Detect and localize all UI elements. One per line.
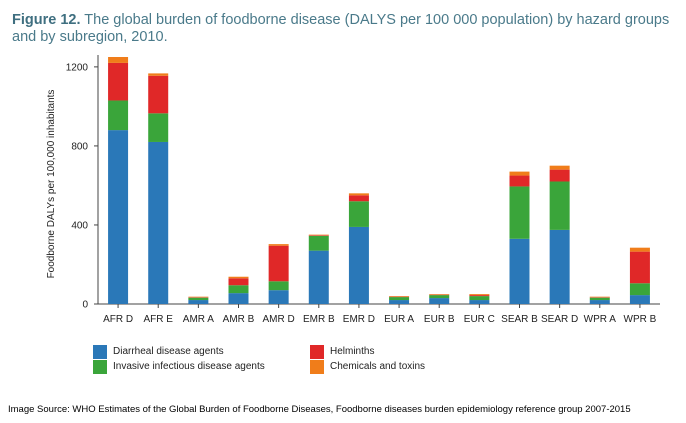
bar-segment-diarrheal	[308, 250, 329, 304]
x-tick-label: SEAR B	[501, 314, 538, 325]
bar-segment-chemicals	[268, 244, 289, 246]
chart-title: Figure 12. The global burden of foodborn…	[12, 12, 672, 46]
x-tick-label: EMR D	[343, 314, 375, 325]
bar-segment-chemicals	[348, 193, 369, 196]
legend-swatch-diarrheal	[93, 345, 107, 359]
bar-segment-diarrheal	[469, 300, 490, 304]
bar-segment-invasive	[549, 181, 570, 230]
bar-segment-chemicals	[389, 296, 410, 297]
bar-segment-diarrheal	[108, 130, 129, 304]
y-tick-label: 400	[71, 220, 88, 231]
bar-segment-invasive	[228, 285, 249, 294]
bar-segment-invasive	[589, 297, 610, 301]
bar-segment-chemicals	[108, 57, 129, 63]
x-tick-label: SEAR D	[541, 314, 578, 325]
bar-segment-invasive	[348, 201, 369, 227]
bar-segment-invasive	[389, 297, 410, 301]
figure-label: Figure 12.	[12, 12, 81, 28]
x-tick-label: EUR C	[464, 314, 495, 325]
bar-segment-helminths	[268, 245, 289, 282]
bar-segment-invasive	[108, 100, 129, 131]
y-tick-label: 0	[82, 300, 88, 311]
bar-segment-helminths	[348, 195, 369, 202]
bar-segment-diarrheal	[589, 300, 610, 304]
title-text: The global burden of foodborne disease (…	[12, 12, 670, 45]
legend-swatch-helminths	[310, 345, 324, 359]
bar-segment-chemicals	[629, 247, 650, 252]
legend-label-invasive: Invasive infectious disease agents	[113, 361, 265, 372]
bar-segment-helminths	[228, 278, 249, 286]
bar-segment-diarrheal	[549, 229, 570, 304]
bar-segment-invasive	[188, 297, 209, 301]
x-tick-label: WPR A	[584, 314, 617, 325]
bar-segment-helminths	[469, 295, 490, 297]
x-tick-label: EUR A	[384, 314, 414, 325]
y-tick-label: 1200	[66, 62, 89, 73]
bar-segment-chemicals	[509, 171, 530, 176]
bar-segment-helminths	[629, 251, 650, 284]
y-axis-label: Foodborne DALYs per 100,000 inhabitants	[46, 90, 57, 279]
x-tick-label: AMR D	[263, 314, 295, 325]
bar-segment-diarrheal	[188, 300, 209, 304]
bar-segment-diarrheal	[509, 238, 530, 304]
x-tick-label: AMR B	[223, 314, 255, 325]
bar-segment-diarrheal	[228, 293, 249, 304]
chart-bars	[108, 57, 650, 304]
x-tick-label: AFR D	[103, 314, 133, 325]
bar-segment-chemicals	[589, 296, 610, 298]
bar-segment-chemicals	[188, 296, 209, 298]
bar-segment-invasive	[629, 283, 650, 296]
bar-segment-invasive	[429, 295, 450, 299]
bar-segment-diarrheal	[348, 226, 369, 304]
bar-segment-invasive	[509, 186, 530, 239]
bar-segment-invasive	[268, 281, 289, 291]
bar-segment-helminths	[108, 62, 129, 101]
legend-label-helminths: Helminths	[330, 346, 375, 357]
bar-segment-invasive	[469, 296, 490, 301]
bar-segment-helminths	[308, 235, 329, 236]
x-tick-label: AMR A	[183, 314, 214, 325]
bar-segment-helminths	[509, 175, 530, 187]
legend-label-diarrheal: Diarrheal disease agents	[113, 346, 224, 357]
bar-segment-helminths	[148, 75, 169, 114]
bar-segment-diarrheal	[629, 295, 650, 304]
bar-segment-chemicals	[469, 294, 490, 296]
bar-segment-diarrheal	[148, 141, 169, 304]
x-tick-label: EUR B	[424, 314, 455, 325]
y-tick-label: 800	[71, 141, 88, 152]
chart-axes: 0 400 800 1200 AFR D AFR E AMR A AMR B AMR D EMR …	[66, 55, 660, 325]
bar-segment-invasive	[148, 113, 169, 142]
x-tick-label: AFR E	[143, 314, 173, 325]
stacked-bar-chart: 0 400 800 1200 AFR D AFR E AMR A AMR B AMR D EMR …	[46, 55, 660, 325]
bar-segment-chemicals	[549, 165, 570, 170]
bar-segment-diarrheal	[429, 298, 450, 304]
bar-segment-chemicals	[228, 276, 249, 279]
bar-segment-chemicals	[148, 73, 169, 76]
bar-segment-diarrheal	[268, 290, 289, 304]
legend-swatch-invasive	[93, 360, 107, 374]
legend-label-chemicals: Chemicals and toxins	[330, 361, 426, 372]
legend-swatch-chemicals	[310, 360, 324, 374]
bar-segment-helminths	[549, 169, 570, 182]
image-source-note: Image Source: WHO Estimates of the Globa…	[8, 404, 631, 415]
x-tick-label: WPR B	[624, 314, 657, 325]
bar-segment-diarrheal	[389, 300, 410, 304]
bar-segment-chemicals	[429, 294, 450, 295]
x-tick-label: EMR B	[303, 314, 335, 325]
bar-segment-chemicals	[308, 234, 329, 236]
bar-segment-invasive	[308, 235, 329, 251]
